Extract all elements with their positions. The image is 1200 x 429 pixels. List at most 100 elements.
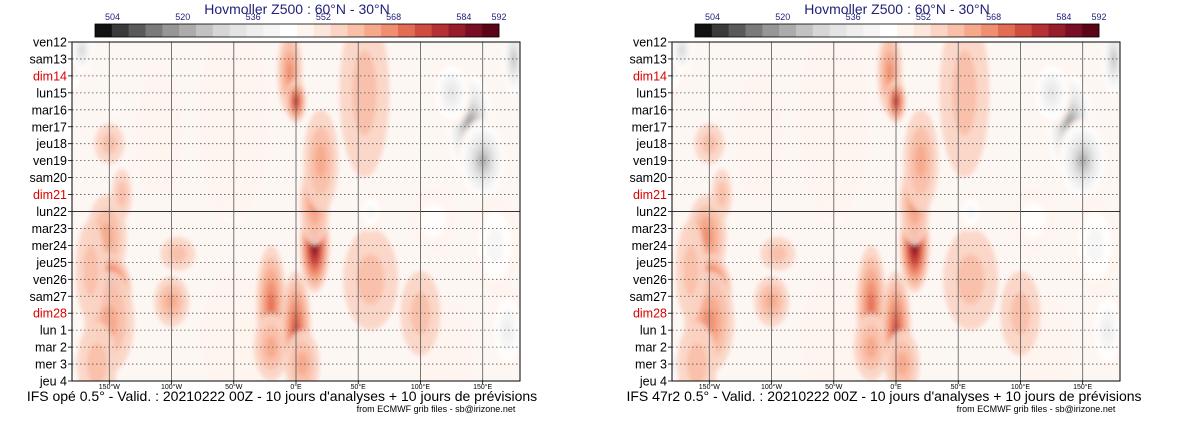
- colorbar-swatch: [448, 24, 466, 37]
- ridge-contour: [83, 245, 99, 297]
- colorbar-swatch: [1031, 24, 1049, 37]
- y-tick-label: lun 1: [640, 324, 667, 338]
- trough-contour: [746, 101, 772, 170]
- colorbar-swatch: [762, 24, 780, 37]
- y-tick-label: ven26: [633, 273, 667, 287]
- colorbar-swatch: [398, 24, 416, 37]
- colorbar-swatch: [330, 24, 348, 37]
- x-tick-label: 100°E: [1011, 383, 1030, 391]
- ridge-contour: [100, 222, 114, 252]
- credit-text: from ECMWF grib files - sb@irizone.net: [357, 404, 516, 414]
- trough-contour: [512, 52, 516, 66]
- chart-footer: IFS opé 0.5° - Valid. : 20210222 00Z - 1…: [27, 388, 537, 404]
- y-tick-label: dim14: [633, 69, 667, 83]
- colorbar-tick-label: 536: [846, 12, 861, 22]
- colorbar-swatch: [95, 24, 113, 37]
- colorbar-tick-label: 568: [986, 12, 1001, 22]
- grid-lines: [72, 42, 520, 381]
- colorbar: 504 520 536 552 568 584 592: [694, 12, 1107, 38]
- x-tick-label: 50°E: [351, 383, 367, 391]
- colorbar-swatch: [930, 24, 948, 37]
- colorbar-frame: [694, 23, 1100, 38]
- colorbar-tick-label: 552: [316, 12, 331, 22]
- colorbar-swatch: [145, 24, 163, 37]
- trough-contour: [146, 101, 172, 170]
- colorbar-swatch: [212, 24, 230, 37]
- y-axis: ven12 sam13 dim14 lun15 mar16 mer17 jeu18 ven19…: [29, 36, 72, 389]
- colorbar-swatch: [812, 24, 830, 37]
- colorbar-tick-label: 520: [775, 12, 790, 22]
- ridge-contour: [86, 342, 107, 381]
- y-tick-label: mar 2: [635, 341, 667, 355]
- ridge-contour: [896, 352, 909, 376]
- y-tick-label: sam27: [629, 290, 667, 304]
- x-tick-label: 100°E: [411, 383, 430, 391]
- credit-text: from ECMWF grib files - sb@irizone.net: [957, 404, 1116, 414]
- trough-contour: [713, 103, 719, 110]
- colorbar-swatch: [981, 24, 999, 37]
- ridge-contour: [956, 253, 985, 305]
- colorbar-tick-label: 568: [386, 12, 401, 22]
- y-tick-label: mar23: [632, 222, 667, 236]
- grid-lines: [672, 42, 1120, 381]
- y-tick-label: jeu25: [35, 256, 67, 270]
- colorbar-swatch: [695, 24, 713, 37]
- colorbar-swatch: [482, 24, 500, 37]
- y-tick-label: ven12: [633, 36, 667, 50]
- x-tick-label: 0°E: [290, 383, 302, 391]
- trough-contour: [679, 46, 685, 55]
- colorbar-swatch: [711, 24, 729, 37]
- colorbar-swatch: [745, 24, 763, 37]
- trough-contour: [113, 103, 119, 110]
- colorbar-swatch: [297, 24, 315, 37]
- trough-contour: [79, 46, 85, 55]
- colorbar-swatch: [1065, 24, 1083, 37]
- x-tick-label: 150°E: [473, 383, 492, 391]
- y-tick-label: dim21: [33, 188, 67, 202]
- ridge-contour: [265, 335, 277, 359]
- ridge-contour: [116, 181, 127, 208]
- y-tick-label: jeu 4: [39, 375, 67, 389]
- heatmap-field: [672, 42, 1120, 381]
- trough-contour: [1112, 52, 1116, 66]
- y-tick-label: lun15: [36, 86, 67, 100]
- y-tick-label: lun 1: [40, 324, 67, 338]
- y-axis: ven12 sam13 dim14 lun15 mar16 mer17 jeu18 ven19…: [629, 36, 672, 389]
- y-tick-label: jeu25: [635, 256, 667, 270]
- ridge-contour: [268, 292, 275, 317]
- ridge-contour: [356, 253, 385, 305]
- y-tick-label: jeu 4: [639, 375, 667, 389]
- colorbar-frame: [94, 23, 500, 38]
- y-tick-label: jeu18: [635, 137, 667, 151]
- y-tick-label: lun22: [636, 205, 667, 219]
- y-tick-label: dim28: [633, 307, 667, 321]
- ridge-contour: [683, 245, 699, 297]
- colorbar-tick-label: 592: [491, 12, 506, 22]
- y-tick-label: mar16: [632, 103, 667, 117]
- colorbar-tick-label: 536: [246, 12, 261, 22]
- ridge-contour: [769, 245, 787, 263]
- y-tick-label: ven12: [33, 36, 67, 50]
- y-tick-label: mer17: [32, 120, 67, 134]
- colorbar-swatch: [431, 24, 449, 37]
- y-tick-label: mer 3: [635, 358, 667, 372]
- y-tick-label: mer17: [632, 120, 667, 134]
- colorbar-swatch: [111, 24, 129, 37]
- hovmoller-chart-svg: Hovmoller Z500 : 60°N - 30°N 504 520 536 55…: [27, 1, 537, 414]
- colorbar-swatch: [162, 24, 180, 37]
- colorbar-swatch: [846, 24, 864, 37]
- colorbar-swatch: [465, 24, 483, 37]
- trough-contour: [1047, 86, 1056, 100]
- y-tick-label: ven19: [633, 154, 667, 168]
- colorbar-swatch: [728, 24, 746, 37]
- colorbar-swatch: [964, 24, 982, 37]
- colorbar-swatch: [796, 24, 814, 37]
- y-tick-label: jeu18: [35, 137, 67, 151]
- x-axis: 150°W 100°W 50°W 0°E 50°E 100°E 150°E: [99, 381, 493, 391]
- colorbar-swatch: [1048, 24, 1066, 37]
- colorbar-swatch: [880, 24, 898, 37]
- x-tick-label: 100°W: [761, 383, 782, 391]
- y-tick-label: mer24: [632, 239, 667, 253]
- y-tick-label: ven19: [33, 154, 67, 168]
- y-tick-label: lun15: [636, 86, 667, 100]
